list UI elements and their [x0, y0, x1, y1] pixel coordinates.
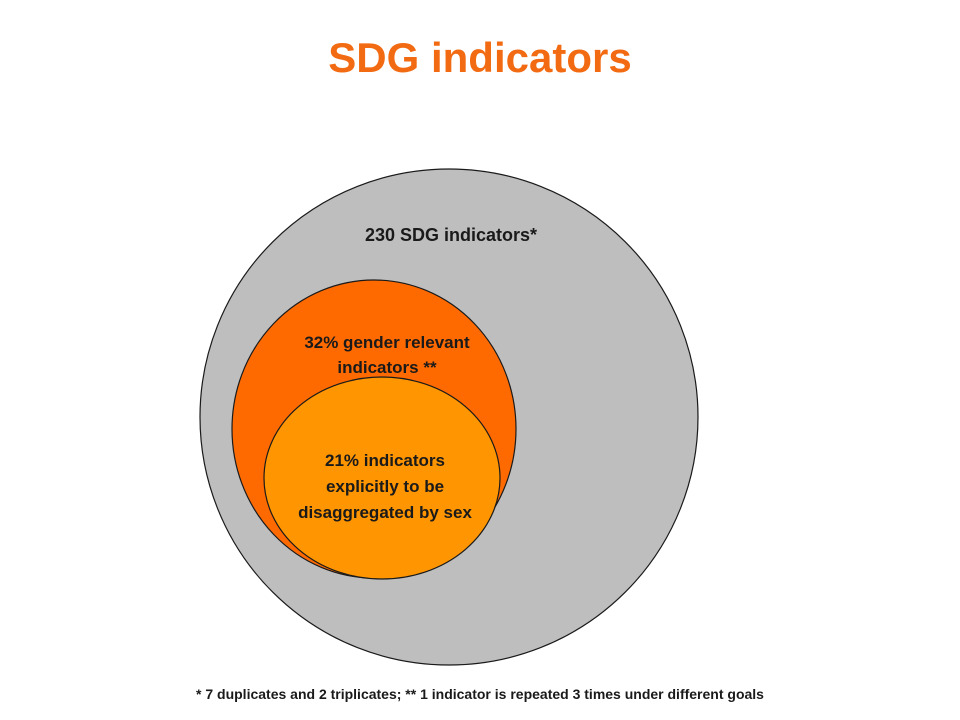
inner-circle-label-line-3: disaggregated by sex [298, 503, 472, 522]
footnote: * 7 duplicates and 2 triplicates; ** 1 i… [196, 686, 764, 702]
inner-circle-sex-disaggregated [263, 376, 501, 580]
middle-circle-label-line-2: indicators ** [337, 358, 437, 377]
inner-circle-label-line-2: explicitly to be [326, 477, 444, 496]
middle-circle-label-line-1: 32% gender relevant [304, 333, 470, 352]
outer-circle-label: 230 SDG indicators* [365, 225, 537, 245]
inner-circle-label-line-1: 21% indicators [325, 451, 445, 470]
page-title: SDG indicators [328, 34, 632, 81]
